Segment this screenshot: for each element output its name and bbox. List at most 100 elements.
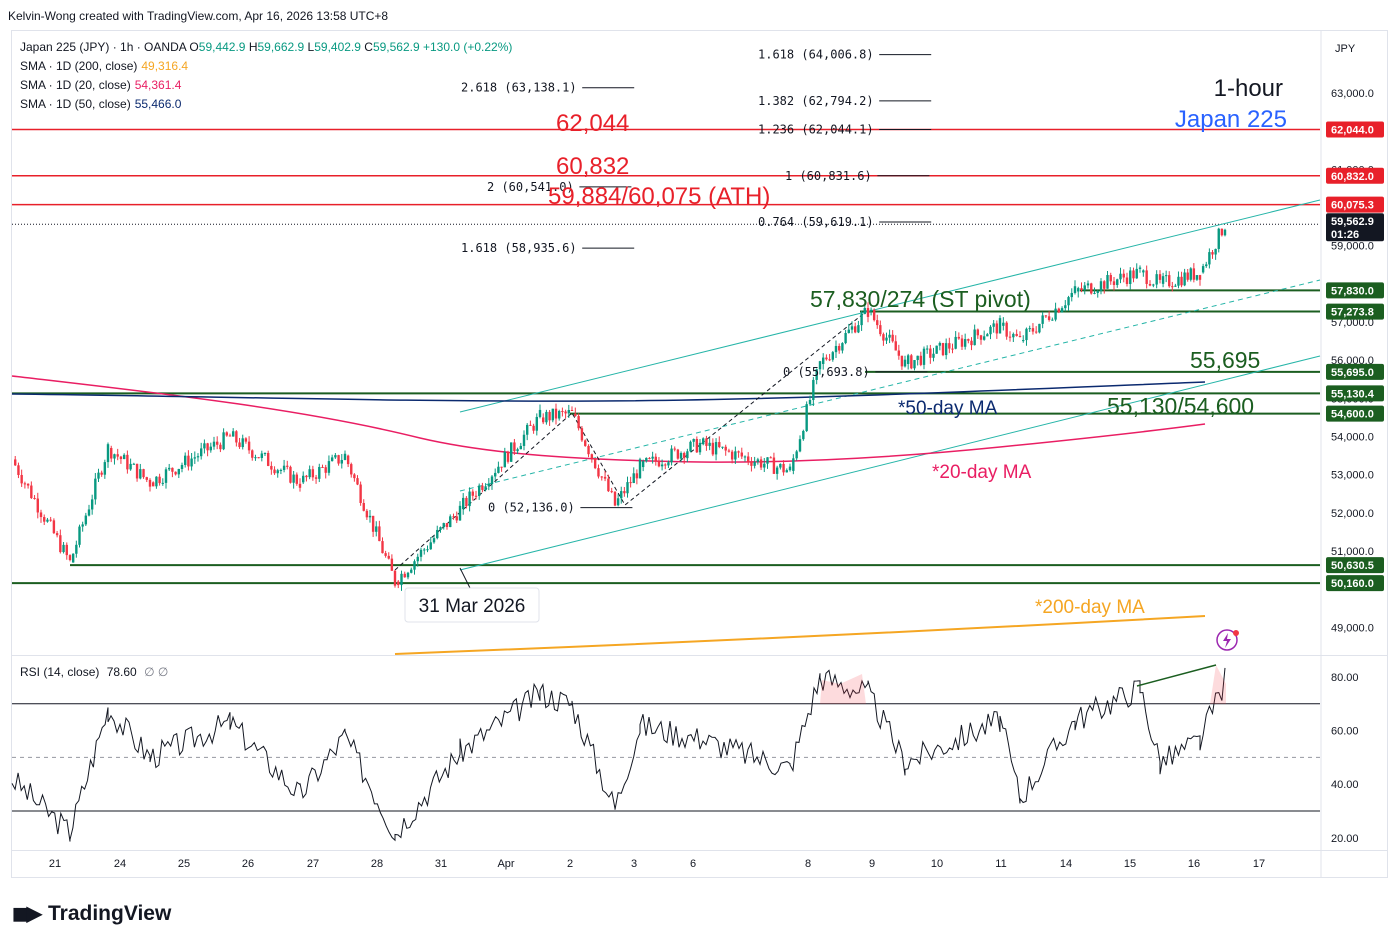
candle-body	[1060, 308, 1064, 313]
candle-body	[1002, 322, 1005, 326]
candle-body	[468, 491, 471, 507]
candle-body	[922, 348, 926, 365]
sma-legend-200[interactable]: SMA · 1D (200, close) 49,316.4	[20, 59, 188, 73]
candle-body	[478, 485, 481, 497]
sma-legend-20[interactable]: SMA · 1D (20, close) 54,361.4	[20, 78, 181, 92]
candle-body	[891, 334, 894, 342]
candle-body	[171, 467, 174, 472]
candle-body	[747, 456, 750, 462]
candle-body	[651, 456, 654, 459]
candle-body	[863, 308, 866, 314]
candle-body	[439, 527, 442, 530]
candle-body	[812, 379, 815, 401]
fib-level-label: 1.618 (58,935.6)	[461, 241, 577, 255]
candle-body	[841, 343, 844, 351]
candle-body	[106, 444, 110, 463]
candle-body	[667, 462, 670, 466]
candle-body	[1189, 268, 1192, 280]
candle-body	[1005, 322, 1008, 337]
tradingview-logo[interactable]: ◼▶ TradingView	[12, 901, 171, 926]
symbol-legend[interactable]: Japan 225 (JPY) · 1h · OANDA O59,442.9 H…	[20, 40, 512, 54]
price-badge-label: 60,832.0	[1331, 171, 1374, 183]
candle-body	[513, 442, 516, 452]
candle-body	[788, 466, 792, 471]
candle-body	[705, 438, 708, 446]
candle-body	[318, 466, 321, 479]
candle-body	[724, 446, 727, 451]
candle-body	[798, 439, 802, 452]
alert-lightning-glyph	[1223, 633, 1231, 648]
candle-body	[1086, 283, 1090, 286]
sma-label: SMA · 1D (50, close)	[20, 97, 131, 111]
candle-body	[416, 556, 419, 562]
candle-body	[33, 498, 36, 500]
price-badge-label: 57,273.8	[1331, 307, 1374, 319]
rsi-tick-label: 20.00	[1331, 833, 1359, 845]
candle-body	[510, 442, 513, 462]
candle-body	[587, 445, 590, 455]
time-tick-label: Apr	[497, 858, 514, 870]
rsi-divergence-line	[1136, 664, 1217, 687]
candle-body	[535, 416, 538, 431]
alert-dot	[1233, 630, 1239, 636]
time-tick-label: 10	[931, 858, 943, 870]
candle-body	[308, 469, 311, 478]
time-tick-label: 26	[242, 858, 254, 870]
rsi-line	[11, 667, 1226, 842]
candle-body	[1205, 264, 1208, 267]
candle-body	[711, 442, 715, 455]
candle-body	[529, 424, 532, 426]
candle-body	[1012, 333, 1015, 338]
chart-title-timeframe: 1-hour	[1214, 75, 1283, 102]
candle-body	[1135, 268, 1138, 279]
candle-body	[648, 457, 651, 459]
candle-body	[522, 434, 526, 446]
candle-body	[995, 323, 999, 334]
candle-body	[279, 469, 283, 471]
currency-label: JPY	[1335, 43, 1356, 55]
candle-body	[142, 469, 145, 478]
candle-body	[503, 451, 506, 468]
candle-body	[664, 464, 667, 466]
candle-body	[30, 485, 33, 499]
candle-body	[869, 309, 873, 311]
rsi-tick-label: 60.00	[1331, 726, 1359, 738]
price-badge	[1326, 282, 1384, 299]
candle-body	[1148, 283, 1152, 286]
time-tick-label: 21	[49, 858, 61, 870]
candle-body	[1198, 275, 1202, 280]
candle-body	[110, 447, 113, 459]
candle-body	[766, 457, 769, 464]
candle-body	[1093, 292, 1096, 294]
sma-legend-50[interactable]: SMA · 1D (50, close) 55,466.0	[20, 97, 181, 111]
resistance-label-2: 60,832	[556, 153, 629, 180]
candle-body	[857, 325, 860, 333]
fib-level-label: 1.382 (62,794.2)	[758, 94, 874, 108]
candle-body	[1031, 328, 1035, 332]
price-tick-label: 63,000.0	[1331, 88, 1374, 100]
fib-level-label: 0 (52,136.0)	[488, 501, 575, 515]
rsi-legend[interactable]: RSI (14, close) 78.60 ∅ ∅	[20, 665, 168, 679]
candle-body	[235, 431, 238, 443]
candle-body	[155, 476, 158, 487]
candle-body	[228, 435, 232, 437]
candle-body	[603, 476, 607, 479]
candle-body	[1015, 333, 1018, 336]
candle-body	[474, 495, 478, 497]
candle-body	[410, 569, 413, 573]
candle-body	[632, 473, 635, 484]
candle-body	[1018, 335, 1022, 337]
candle-body	[1041, 315, 1044, 324]
time-tick-label: 8	[805, 858, 811, 870]
candle-body	[638, 459, 642, 479]
rsi-value: 78.60	[106, 665, 137, 679]
candle-body	[340, 459, 343, 464]
candle-body	[561, 410, 564, 412]
candle-body	[1164, 275, 1168, 277]
sma200-line	[394, 615, 1206, 655]
candle-body	[948, 343, 951, 349]
candle-body	[356, 478, 359, 485]
price-badge-label: 60,075.3	[1331, 200, 1374, 212]
candle-body	[660, 464, 664, 467]
